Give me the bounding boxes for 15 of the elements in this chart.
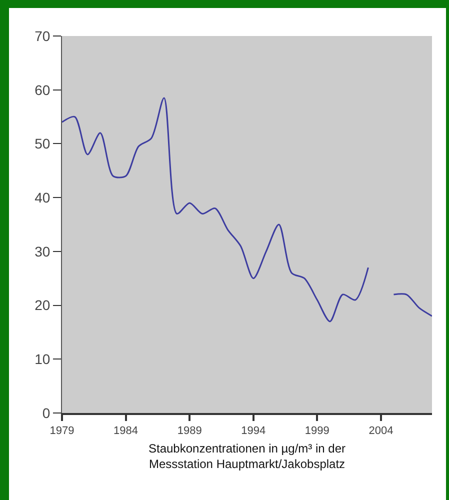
- x-tick-label: 1984: [114, 425, 138, 438]
- y-tick-label: 40: [34, 189, 50, 206]
- y-tick-label: 60: [34, 82, 50, 98]
- x-tick-label: 1999: [304, 425, 330, 438]
- x-tick-label: 2004: [368, 425, 394, 438]
- y-tick-label: 0: [42, 404, 50, 421]
- y-tick-label: 30: [34, 243, 50, 260]
- y-tick-label: 10: [34, 351, 50, 368]
- y-tick-label: 50: [34, 136, 50, 152]
- y-tick-label: 20: [34, 297, 50, 314]
- x-axis-title: Staubkonzentrationen in µg/m³ in der Messstation Hauptmarkt/Jakobsplatz: [148, 442, 346, 472]
- x-tick-label: 1979: [50, 425, 74, 438]
- x-tick-label: 1994: [241, 425, 266, 438]
- x-tick-label: 1989: [177, 425, 202, 438]
- y-tick-label: 70: [34, 28, 50, 44]
